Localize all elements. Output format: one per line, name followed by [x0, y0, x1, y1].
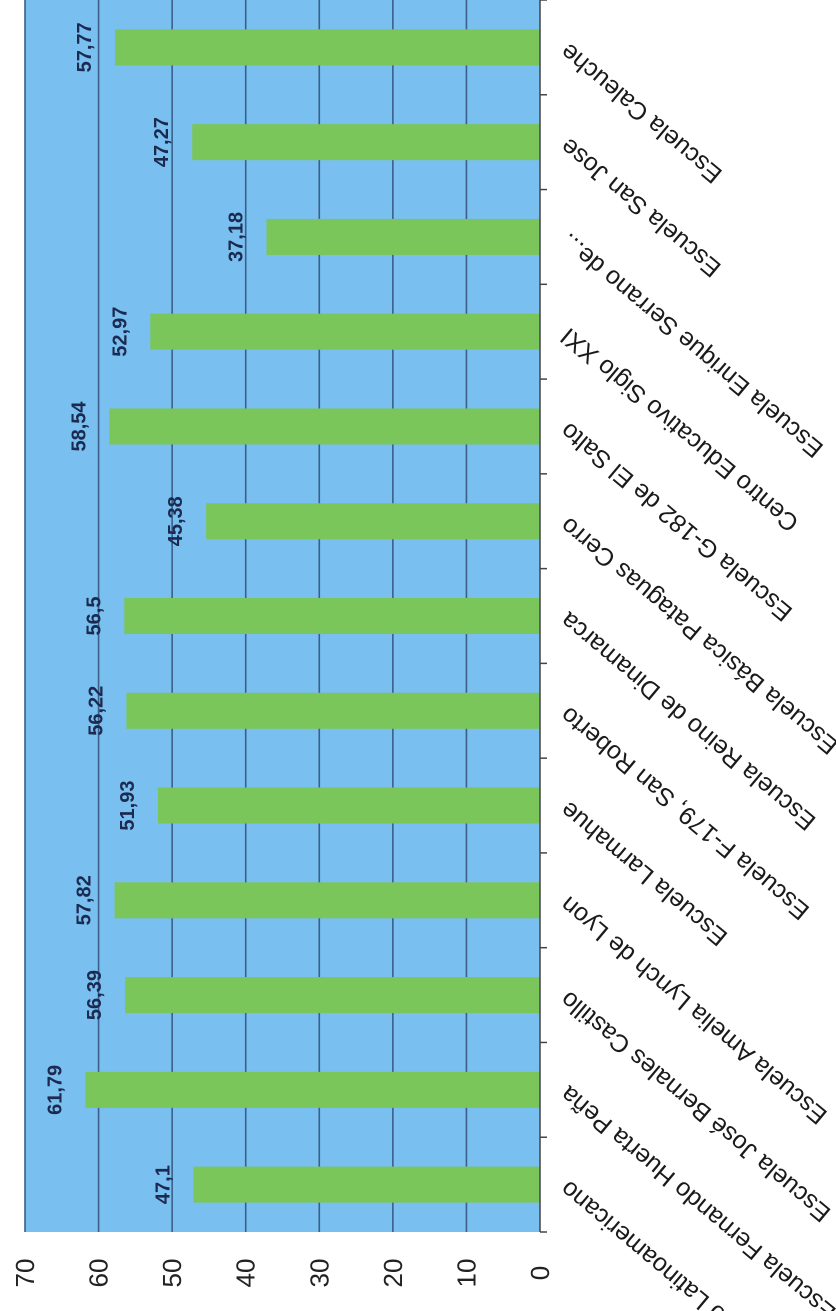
bar: [193, 1166, 540, 1203]
bar: [157, 787, 540, 824]
data-label: 47,1: [152, 1165, 174, 1204]
bar: [126, 692, 540, 729]
bars: [85, 29, 541, 1203]
value-axis-ticks: 0 10 20 30 40 50 60 70: [10, 1259, 555, 1288]
tick-label: 20: [378, 1259, 408, 1288]
bar: [125, 977, 541, 1014]
data-label: 47,27: [151, 117, 173, 167]
data-label: 61,79: [44, 1065, 66, 1115]
data-label: 45,38: [165, 496, 187, 546]
category-axis: [539, 0, 547, 1233]
tick-label: 70: [10, 1259, 40, 1288]
data-label: 37,18: [225, 212, 247, 262]
bar: [85, 1071, 540, 1108]
tick-label: 40: [231, 1259, 261, 1288]
bar: [124, 598, 541, 634]
bar: [114, 882, 541, 919]
data-label: 51,93: [117, 781, 139, 831]
data-label: 57,82: [74, 875, 96, 925]
data-labels: 47,1 61,79 56,39 57,82 51,93 56,22 56,5 45,38 58…: [44, 22, 247, 1204]
tick-label: 10: [451, 1259, 481, 1288]
bar: [150, 313, 540, 350]
data-label: 57,77: [74, 22, 96, 72]
data-label: 56,22: [85, 686, 107, 736]
data-label: 52,97: [109, 307, 131, 357]
bar: [114, 29, 541, 66]
bar: [192, 124, 541, 161]
data-label: 56,39: [84, 970, 106, 1020]
tick-label: 50: [157, 1259, 187, 1288]
data-label: 58,54: [68, 401, 90, 452]
category-label: Escuela G-182 de El Salto: [555, 417, 798, 627]
bar: [109, 408, 540, 445]
bar: [266, 218, 540, 255]
bar: [206, 503, 540, 540]
data-label: 56,5: [83, 597, 105, 636]
tick-label: 30: [304, 1259, 334, 1288]
tick-label: 0: [525, 1266, 555, 1280]
tick-label: 60: [84, 1259, 114, 1288]
